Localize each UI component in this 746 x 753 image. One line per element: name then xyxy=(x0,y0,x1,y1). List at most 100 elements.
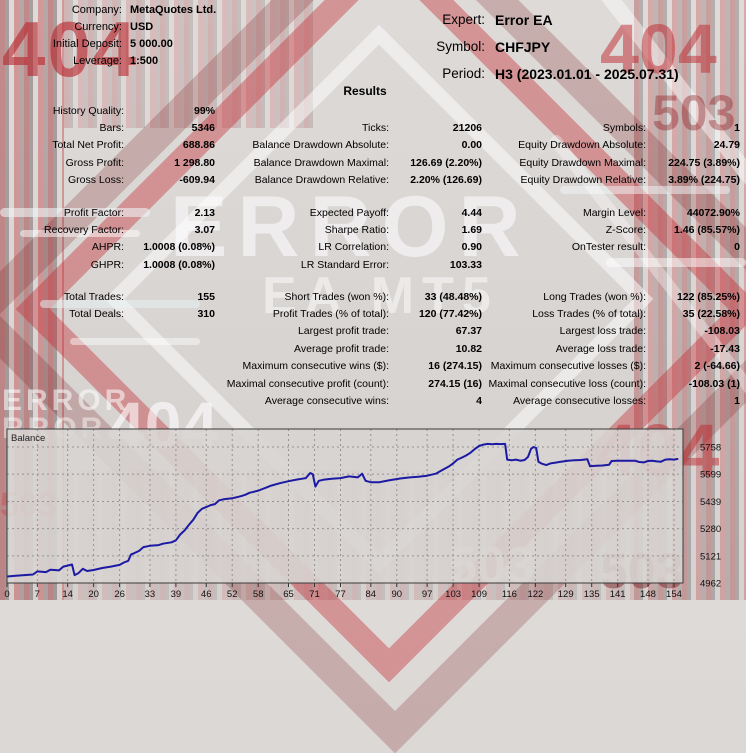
currency-value: USD xyxy=(130,20,154,33)
stat-value: -609.94 xyxy=(179,174,215,187)
stat-label: GHPR: xyxy=(90,258,124,271)
x-axis-label: 116 xyxy=(502,589,517,600)
expert-row: Expert: Error EA xyxy=(300,6,746,33)
x-axis-label: 141 xyxy=(610,589,626,600)
chart-border xyxy=(6,428,684,584)
chart-title: Balance xyxy=(11,433,45,444)
results-title: Results xyxy=(343,84,387,98)
stats-row: Gross Loss: -609.94 Balance Drawdown Relat… xyxy=(0,172,746,189)
x-axis-label: 26 xyxy=(114,589,125,600)
stats-row: Bars: 5346 Ticks: 21206 Symbols: 1 xyxy=(0,119,746,136)
stat-value: 5346 xyxy=(191,122,215,135)
stat-value: 2.13 xyxy=(194,206,215,219)
stat-value: 122 (85.25%) xyxy=(676,290,740,303)
company-value: MetaQuotes Ltd. xyxy=(130,3,217,16)
stats-row: Maximum consecutive wins ($): 16 (274.15)… xyxy=(0,358,746,375)
x-axis-label: 20 xyxy=(88,589,99,600)
stat-value: 24.79 xyxy=(713,139,740,152)
stat-value: 103.33 xyxy=(449,258,482,271)
stat-label: Balance Drawdown Maximal: xyxy=(253,156,389,169)
currency-label: Currency: xyxy=(74,20,122,33)
stat-label: Profit Trades (% of total): xyxy=(272,308,389,321)
y-axis-label: 5280 xyxy=(700,524,721,535)
stats-row: Total Deals: 310 Profit Trades (% of total… xyxy=(0,305,746,322)
symbol-row: Symbol: CHFJPY xyxy=(300,33,746,60)
period-label: Period: xyxy=(442,66,485,81)
stat-label: Maximum consecutive wins ($): xyxy=(242,360,389,373)
stats-row: Total Trades: 155 Short Trades (won %): 33 … xyxy=(0,288,746,305)
x-axis-label: 135 xyxy=(584,589,600,600)
stat-label: Average loss trade: xyxy=(555,342,646,355)
period-value: H3 (2023.01.01 - 2025.07.31) xyxy=(495,65,679,82)
stat-label: Sharpe Ratio: xyxy=(324,224,389,237)
stat-value: 67.37 xyxy=(455,325,482,338)
x-axis-label: 154 xyxy=(666,589,682,600)
initial-deposit-row: Initial Deposit: 5 000.00 xyxy=(0,35,216,52)
x-axis-label: 0 xyxy=(4,589,9,600)
stats-row: Total Net Profit: 688.86 Balance Drawdown … xyxy=(0,137,746,154)
stats-block-2: Profit Factor: 2.13 Expected Payoff: 4.44 Ma… xyxy=(0,204,746,274)
x-axis-label: 97 xyxy=(422,589,433,600)
stat-label: Equity Drawdown Absolute: xyxy=(518,139,646,152)
stat-value: 1.0008 (0.08%) xyxy=(143,258,215,271)
stat-value: 1 xyxy=(734,122,740,135)
stat-value: 99% xyxy=(193,104,215,117)
stat-label: Equity Drawdown Relative: xyxy=(520,174,646,187)
x-axis-label: 58 xyxy=(253,589,264,600)
stats-row: Average profit trade: 10.82 Average loss t… xyxy=(0,340,746,357)
x-axis-label: 77 xyxy=(335,589,346,600)
stats-block-1: History Quality: 99% Bars: 5346 Ticks: 21206 S… xyxy=(0,102,746,189)
stat-label: Margin Level: xyxy=(582,206,646,219)
stat-value: 1 298.80 xyxy=(174,156,215,169)
x-axis-label: 109 xyxy=(471,589,487,600)
stat-label: Largest profit trade: xyxy=(297,325,389,338)
stat-label: Gross Loss: xyxy=(67,174,124,187)
leverage-value: 1:500 xyxy=(130,54,159,67)
stat-label: History Quality: xyxy=(52,104,124,117)
initial-deposit-value: 5 000.00 xyxy=(130,37,173,50)
stat-value: 21206 xyxy=(452,122,482,135)
stat-label: Bars: xyxy=(99,122,124,135)
balance-chart-svg: 5758 5599 5439 5280 5121 4962 0 7 14 20 26 33 39 46 52… xyxy=(4,428,721,600)
x-axis-label: 90 xyxy=(392,589,403,600)
period-row: Period: H3 (2023.01.01 - 2025.07.31) xyxy=(300,60,746,87)
company-row: Company: MetaQuotes Ltd. xyxy=(0,1,216,18)
stat-value: 4 xyxy=(476,395,482,408)
x-axis-label: 52 xyxy=(227,589,238,600)
x-axis-label: 84 xyxy=(366,589,377,600)
stat-value: 1.69 xyxy=(461,224,482,237)
initial-deposit-label: Initial Deposit: xyxy=(52,37,122,50)
stat-value: 274.15 (16) xyxy=(428,377,482,390)
x-axis-label: 39 xyxy=(171,589,182,600)
stat-label: OnTester result: xyxy=(571,241,646,254)
stats-row: Largest profit trade: 67.37 Largest loss t… xyxy=(0,323,746,340)
stat-value: 126.69 (2.20%) xyxy=(410,156,482,169)
stat-label: Maximum consecutive losses ($): xyxy=(490,360,646,373)
stat-value: 155 xyxy=(197,290,215,303)
stat-value: 0 xyxy=(734,241,740,254)
x-axis-label: 46 xyxy=(201,589,212,600)
stat-label: Equity Drawdown Maximal: xyxy=(519,156,646,169)
stat-label: Total Net Profit: xyxy=(52,139,124,152)
stat-value: 3.89% (224.75) xyxy=(668,174,740,187)
stat-value: 33 (48.48%) xyxy=(424,290,482,303)
y-axis-label: 5599 xyxy=(700,470,721,481)
x-axis-label: 148 xyxy=(640,589,656,600)
stat-label: Maximal consecutive profit (count): xyxy=(226,377,389,390)
y-axis-label: 5121 xyxy=(700,551,721,562)
stats-row: Recovery Factor: 3.07 Sharpe Ratio: 1.69 Z-S… xyxy=(0,221,746,238)
company-label: Company: xyxy=(71,3,122,16)
y-axis-label: 4962 xyxy=(700,579,721,590)
stat-label: Average profit trade: xyxy=(294,342,389,355)
stat-label: Z-Score: xyxy=(605,224,646,237)
stats-row: Average consecutive wins: 4 Average consec… xyxy=(0,392,746,409)
stat-label: Balance Drawdown Relative: xyxy=(254,174,389,187)
stats-row: History Quality: 99% xyxy=(0,102,746,119)
expert-label: Expert: xyxy=(442,12,485,27)
stats-block-3: Total Trades: 155 Short Trades (won %): 33 … xyxy=(0,288,746,410)
stat-value: 120 (77.42%) xyxy=(418,308,482,321)
stat-value: 1.0008 (0.08%) xyxy=(143,241,215,254)
x-axis-label: 71 xyxy=(309,589,320,600)
stat-value: 0.00 xyxy=(461,139,482,152)
stats-row: Profit Factor: 2.13 Expected Payoff: 4.44 Ma… xyxy=(0,204,746,221)
